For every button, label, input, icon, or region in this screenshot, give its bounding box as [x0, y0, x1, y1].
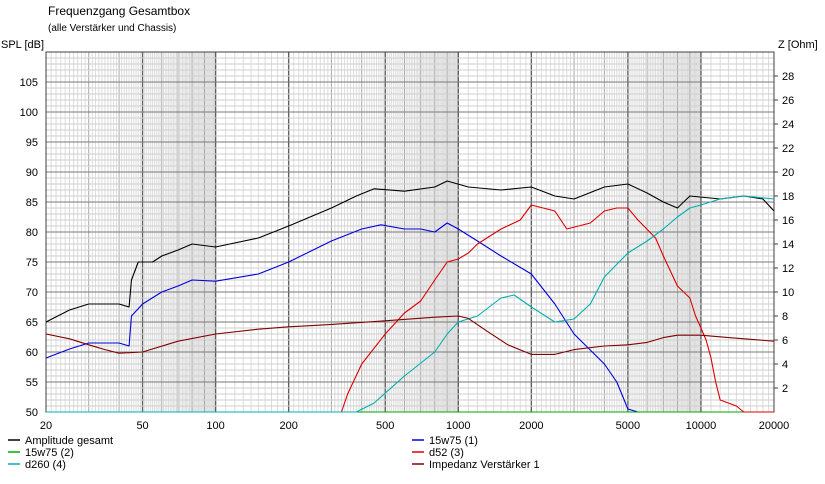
y-left-tick-label: 75 [26, 257, 38, 269]
y-axis-right-label: Z [Ohm] [778, 39, 818, 51]
y-right-tick-label: 4 [782, 359, 788, 371]
chart-subtitle: (alle Verstärker und Chassis) [48, 23, 176, 34]
y-right-tick-label: 12 [782, 263, 794, 275]
y-right-tick-label: 26 [782, 95, 794, 107]
y-left-tick-label: 65 [26, 317, 38, 329]
x-tick-label: 1000 [446, 420, 470, 432]
y-right-tick-label: 18 [782, 191, 794, 203]
legend-entry: d52 (3) [429, 447, 464, 459]
x-tick-label: 500 [376, 420, 394, 432]
y-left-tick-label: 60 [26, 347, 38, 359]
y-right-tick-label: 20 [782, 167, 794, 179]
x-tick-label: 20000 [759, 420, 790, 432]
series-line-6 [45, 315, 775, 355]
y-left-tick-label: 55 [26, 377, 38, 389]
series-line-1 [45, 180, 775, 323]
y-right-tick-label: 28 [782, 71, 794, 83]
y-axis-left-ticks: 50 55 60 65 70 75 80 85 90 95 100 105 [20, 77, 38, 419]
legend-entry: 15w75 (2) [25, 447, 74, 459]
y-left-tick-label: 50 [26, 407, 38, 419]
y-right-tick-label: 6 [782, 335, 788, 347]
x-tick-label: 200 [279, 420, 297, 432]
y-left-tick-label: 80 [26, 227, 38, 239]
x-tick-label: 20 [40, 420, 52, 432]
chart-title: Frequenzgang Gesamtbox [48, 4, 190, 18]
series-line-2 [45, 222, 774, 413]
y-left-tick-label: 85 [26, 197, 38, 209]
y-right-tick-label: 14 [782, 239, 794, 251]
legend-entry: Impedanz Verstärker 1 [429, 459, 540, 471]
y-left-tick-label: 105 [20, 77, 38, 89]
y-right-tick-label: 2 [782, 383, 788, 395]
series-line-4 [46, 204, 774, 413]
legend: Amplitude gesamt 15w75 (1) 15w75 (2) d52 (3… [8, 435, 540, 471]
y-right-tick-label: 8 [782, 311, 788, 323]
y-axis-left-label: SPL [dB] [1, 39, 44, 51]
legend-entry: Amplitude gesamt [25, 435, 113, 447]
x-axis-ticks: 20 50 100 200 500 1000 2000 5000 10000 20000 [40, 420, 789, 432]
x-tick-label: 5000 [616, 420, 640, 432]
x-tick-label: 50 [136, 420, 148, 432]
grid [46, 52, 774, 412]
x-tick-label: 100 [206, 420, 224, 432]
legend-entry: 15w75 (1) [429, 435, 478, 447]
x-tick-label: 2000 [519, 420, 543, 432]
series-line-5 [46, 195, 775, 413]
x-tick-label: 10000 [686, 420, 717, 432]
series-lines [45, 180, 775, 413]
y-right-tick-label: 16 [782, 215, 794, 227]
y-left-tick-label: 100 [20, 107, 38, 119]
y-right-tick-label: 22 [782, 143, 794, 155]
y-left-tick-label: 90 [26, 167, 38, 179]
y-left-tick-label: 70 [26, 287, 38, 299]
y-right-tick-label: 24 [782, 119, 794, 131]
y-left-tick-label: 95 [26, 137, 38, 149]
legend-entry: d260 (4) [25, 459, 66, 471]
y-right-tick-label: 10 [782, 287, 794, 299]
